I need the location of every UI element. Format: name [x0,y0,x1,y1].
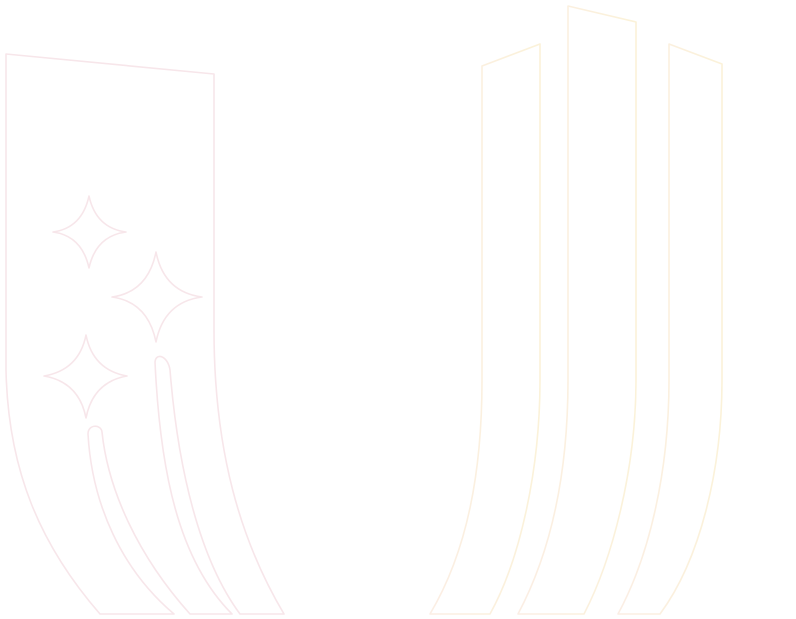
three-vertical-ribbons-icon [429,5,723,615]
sparkle-icon [111,251,203,343]
banner-outline [5,53,285,615]
sparkle-icon [43,334,128,419]
ribbon-middle [517,5,637,615]
banner-with-sparkles-icon [5,53,285,615]
ribbon-right [617,43,723,615]
sparkle-icon [52,195,127,269]
ribbon-left [429,43,541,615]
